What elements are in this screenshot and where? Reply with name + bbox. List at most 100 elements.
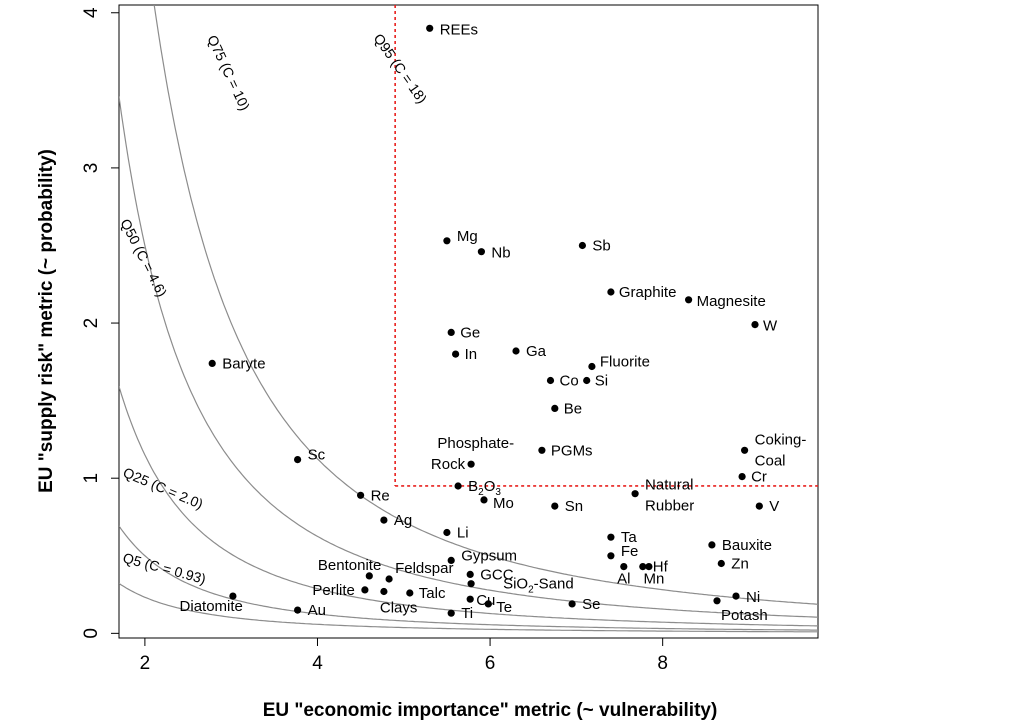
point-label-ge: Ge	[460, 324, 480, 341]
point-nb	[477, 248, 485, 256]
point-label-talc: Talc	[419, 585, 446, 602]
point-label-coking-coal: Coal	[755, 452, 786, 469]
point-label-co: Co	[560, 373, 579, 390]
y-tick-label: 4	[81, 7, 102, 18]
point-label-zn: Zn	[731, 556, 749, 573]
point-label-gcc: GCC	[480, 566, 514, 583]
point-co	[546, 376, 555, 385]
point-magnesite	[685, 296, 693, 304]
point-sn	[551, 502, 559, 510]
point-w	[751, 321, 759, 329]
plot-frame	[118, 4, 819, 639]
point-label-phosphate-rock: Phosphate-	[437, 435, 514, 452]
point-label-fe: Fe	[621, 543, 639, 560]
curve-label-q50-c-4-6: Q50 (C = 4.6)	[117, 216, 170, 299]
point-label-au: Au	[308, 602, 326, 619]
point-diatomite	[229, 592, 237, 600]
x-axis-title: EU "economic importance" metric (~ vulne…	[263, 700, 718, 721]
point-zn	[717, 559, 725, 568]
point-label-baryte: Baryte	[222, 355, 265, 372]
point-clays	[380, 587, 388, 596]
curve-q95-c-18	[153, 5, 818, 605]
point-hf	[639, 563, 647, 571]
point-baryte	[208, 359, 216, 367]
point-ge	[447, 328, 455, 336]
point-gcc	[466, 570, 474, 579]
point-sc	[294, 456, 302, 464]
point-label-in: In	[465, 346, 478, 363]
point-mo	[480, 496, 488, 504]
point-phosphate-rock	[467, 460, 475, 468]
point-ni	[732, 592, 740, 600]
point-pgms	[538, 446, 546, 454]
point-label-graphite: Graphite	[619, 284, 677, 301]
point-label-ga: Ga	[526, 343, 547, 360]
curve-label-q5-c-0-93: Q5 (C = 0.93)	[121, 549, 207, 587]
threshold-layer	[394, 5, 818, 487]
curve-q75-c-10	[119, 96, 818, 618]
curve-q25-c-2-0	[119, 525, 818, 631]
point-label-ta: Ta	[621, 529, 638, 546]
point-ti	[447, 609, 455, 617]
point-label-te: Te	[496, 599, 512, 616]
x-tick-label: 4	[312, 653, 323, 674]
point-mn	[645, 563, 653, 571]
point-fluorite	[588, 362, 596, 371]
point-talc	[406, 589, 414, 597]
point-label-natural-rubber: Rubber	[645, 498, 694, 515]
point-perlite	[361, 586, 369, 594]
y-axis: 0 1 2 3 4	[81, 7, 119, 639]
point-label-magnesite: Magnesite	[697, 293, 766, 310]
point-label-sio2-sand: SiO2-Sand	[503, 576, 574, 596]
point-feldspar	[385, 575, 393, 583]
point-label-feldspar: Feldspar	[395, 560, 453, 577]
point-sio2-sand	[467, 580, 475, 588]
point-label-cu: Cu	[476, 592, 495, 609]
point-au	[294, 606, 302, 614]
point-cu	[466, 595, 474, 603]
x-tick-label: 6	[485, 653, 496, 674]
point-label-cr: Cr	[751, 469, 767, 486]
point-label-bentonite: Bentonite	[318, 557, 381, 574]
point-label-re: Re	[371, 487, 390, 504]
point-be	[551, 404, 559, 412]
point-label-sn: Sn	[565, 498, 583, 515]
point-label-al: Al	[617, 571, 630, 588]
point-label-mg: Mg	[457, 228, 478, 245]
point-label-sc: Sc	[308, 447, 326, 464]
point-label-ni: Ni	[746, 589, 760, 606]
y-tick-label: 0	[81, 628, 102, 639]
point-in	[452, 350, 460, 358]
point-graphite	[607, 288, 615, 296]
point-bauxite	[708, 541, 716, 549]
point-label-nb: Nb	[491, 245, 510, 262]
curve-q5-c-0-93	[119, 582, 818, 633]
point-bentonite	[365, 572, 373, 580]
point-te	[484, 600, 492, 608]
point-label-clays: Clays	[380, 600, 418, 617]
point-label-hf: Hf	[653, 559, 669, 576]
point-label-si: Si	[595, 373, 608, 390]
point-label-se: Se	[582, 596, 600, 613]
point-label-bauxite: Bauxite	[722, 537, 772, 554]
point-sb	[578, 241, 587, 250]
point-label-natural-rubber: Natural	[645, 477, 693, 494]
point-label-potash: Potash	[721, 607, 768, 624]
point-label-sb: Sb	[592, 238, 610, 255]
points-layer: REEs Mg Nb Sb Graphite Magnesite W Ge Ga In Fluori…	[180, 21, 807, 624]
curve-label-q75-c-10: Q75 (C = 10)	[204, 33, 253, 113]
curve-q50-c-4-6	[119, 386, 818, 627]
point-label-mo: Mo	[493, 495, 514, 512]
point-label-ti: Ti	[461, 605, 473, 622]
x-axis: 2 4 6 8	[140, 638, 668, 674]
point-label-fluorite: Fluorite	[600, 354, 650, 371]
point-se	[568, 600, 576, 608]
x-tick-label: 2	[140, 653, 151, 674]
point-label-li: Li	[457, 525, 469, 542]
point-coking-coal	[741, 446, 749, 454]
point-potash	[713, 597, 721, 605]
point-ta	[607, 533, 615, 541]
point-label-mn: Mn	[643, 571, 664, 588]
point-natural-rubber	[631, 490, 639, 498]
